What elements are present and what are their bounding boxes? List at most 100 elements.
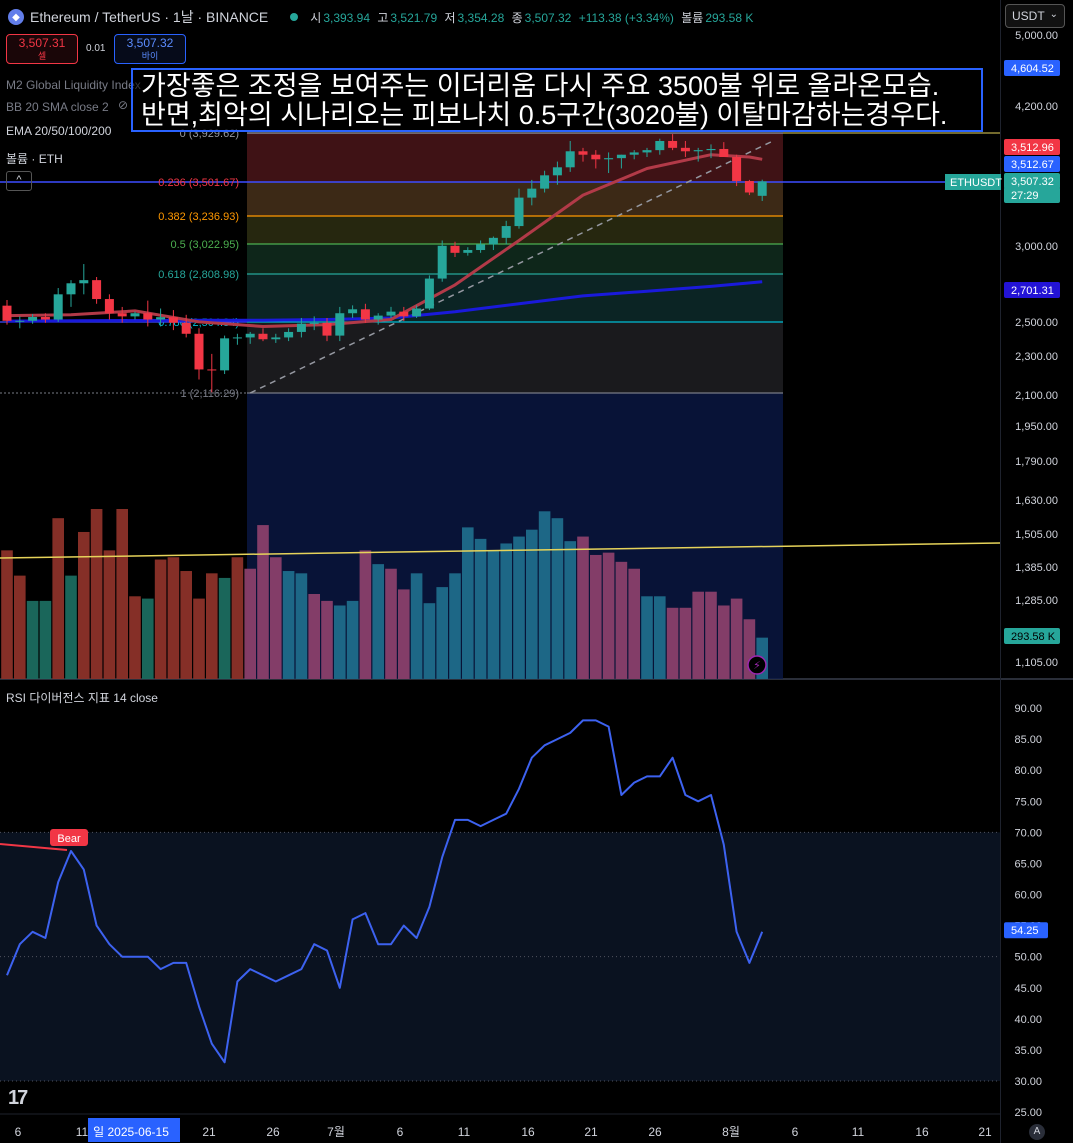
time-axis-highlight [88,1118,180,1142]
volume-bar [1,550,13,679]
rsi-axis-tick: 60.00 [1014,890,1042,902]
volume-header-label: 볼륨 [681,10,704,25]
volume-bar [231,557,244,679]
price-axis-border [1000,0,1001,1143]
candle-body [53,294,63,320]
candle-body [642,150,652,153]
volume-bar [449,573,461,679]
volume-bar [257,525,269,679]
collapse-indicators-button[interactable]: ^ [6,171,32,191]
volume-bar [39,600,52,679]
volume-bar [666,607,679,679]
candle-body [28,317,38,321]
volume-bar [564,541,576,679]
tradingview-logo-icon[interactable]: 17 [8,1087,28,1109]
candle-body [92,280,102,300]
rsi-axis-tick: 85.00 [1014,734,1042,746]
fib-level-label: 0.382 (3,236.93) [158,211,239,223]
symbol-title[interactable]: Ethereum / TetherUS · 1날 · BINANCE [30,9,269,25]
candle-body [757,181,767,196]
time-axis-label: 6 [15,1125,22,1139]
ohlc-close-label: 종 [511,10,523,25]
candle-body [168,317,178,323]
time-axis-label: 8월 [722,1125,740,1139]
market-open-status-icon [290,13,299,21]
ohlc-values: 시 3,393.94 고 3,521.79 저 3,354.28 종 3,507.32 … [310,9,757,26]
currency-select[interactable]: USDT ⌄ [1005,4,1065,28]
sell-button[interactable]: 3,507.31 셀 [6,34,78,64]
ohlc-close-value: 3,507.32 [524,10,572,25]
volume-bar [513,536,525,679]
buy-button[interactable]: 3,507.32 바이 [114,34,186,64]
candle-body [271,337,281,340]
price-axis-badge-text: 4,604.52 [1011,63,1054,75]
price-axis-badge-text: 2,701.31 [1011,285,1054,297]
volume-bar [743,619,756,679]
candle-body [719,148,729,158]
indicator-rsi-divergence[interactable]: RSI 다이버전스 지표 14 close [6,691,158,705]
candle-body [693,150,703,152]
volume-bar [206,573,218,679]
lightning-glyph: ⚡ [753,660,761,672]
volume-bar [602,552,615,679]
candle-body [117,313,127,317]
time-axis-label: 26 [266,1125,280,1139]
volume-bar [718,605,730,679]
time-axis-label: 16 [915,1125,929,1139]
price-axis-badge [1004,156,1060,172]
candle-body [680,147,690,152]
volume-bar [615,561,628,679]
indicator-volume[interactable]: 볼륨 · ETH [6,152,63,166]
ohlc-low-value: 3,354.28 [457,10,505,25]
time-axis-label: 11 [76,1125,89,1139]
price-axis-tick: 1,105.00 [1015,657,1058,669]
rsi-axis-tick: 35.00 [1014,1045,1042,1057]
candle-body [104,299,114,314]
price-axis-tick: 1,790.00 [1015,456,1058,468]
annotation-text-box[interactable]: 가장좋은 조정을 보여주는 이더리움 다시 주요 3500불 위로 올라온모습.… [131,68,983,132]
rsi-axis-tick: 75.00 [1014,796,1042,808]
indicator-ema[interactable]: EMA 20/50/100/200 [6,124,112,138]
candle-body [424,278,434,309]
volume-bar [359,550,372,679]
time-axis-label: 6 [397,1125,404,1139]
volume-bar [500,543,512,679]
symbol-price-tag-text: ETHUSDT [950,177,1002,189]
rsi-axis-tick: 65.00 [1014,858,1042,870]
currency-select-label: USDT [1012,9,1045,23]
fib-level-label: 0.5 (3,022.95) [171,239,240,251]
volume-bar [436,587,448,679]
ohlc-open-value: 3,393.94 [323,10,371,25]
candle-body [476,244,486,251]
eye-hidden-icon[interactable]: ⊘ [118,98,129,112]
price-axis-badge [1004,60,1060,76]
rsi-axis-tick: 50.00 [1014,952,1042,964]
annotation-line-2: 반면,최악의 시나리오는 피보나치 0.5구간(3020불) 이탈마감하는경우다… [141,100,948,130]
rsi-current-badge [1004,922,1048,939]
price-axis-tick: 2,300.00 [1015,351,1058,363]
price-axis-badge [1004,628,1060,644]
volume-bar [295,573,308,679]
candle-body [284,331,294,338]
price-axis-tick: 1,385.00 [1015,562,1058,574]
fib-level-label: 0.618 (2,808.98) [158,269,239,281]
indicator-bollinger-bands[interactable]: BB 20 SMA close 2 [6,100,109,114]
volume-header-value: 293.58 K [705,10,754,25]
buy-price: 3,507.32 [126,36,174,50]
price-axis-badge [1004,282,1060,298]
candle-body [732,157,742,182]
indicator-m2-liquidity[interactable]: M2 Global Liquidity Index [6,78,141,92]
chevron-down-icon: ⌄ [1049,9,1058,20]
volume-bar [346,600,359,679]
auto-scale-button[interactable]: A [1029,1124,1045,1140]
alert-lightning-icon[interactable] [747,655,767,675]
bear-divergence-badge [50,829,88,846]
candle-body [655,140,665,151]
candle-body [245,333,255,338]
volume-bar [410,573,423,679]
trend-line-dashed [249,139,776,394]
volume-bar [26,600,39,679]
candle-body [66,283,76,295]
